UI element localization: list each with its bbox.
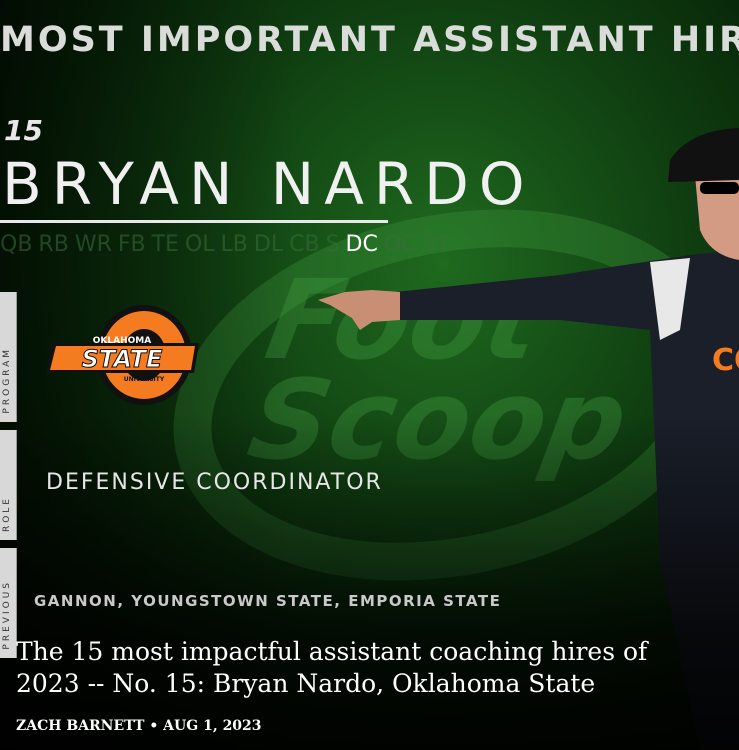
byline-separator: • bbox=[149, 718, 159, 734]
role-value: DEFENSIVE COORDINATOR bbox=[46, 470, 383, 495]
position-st: ST bbox=[422, 232, 450, 257]
position-oc: OC bbox=[383, 232, 417, 257]
tab-previous: PREVIOUS bbox=[0, 548, 17, 658]
position-lb: LB bbox=[220, 232, 248, 257]
position-s: S bbox=[325, 232, 340, 257]
tab-label: PROGRAM bbox=[2, 347, 12, 414]
article-headline[interactable]: The 15 most impactful assistant coaching… bbox=[16, 637, 648, 698]
divider bbox=[0, 220, 388, 223]
logo-text: OKLAHOMA bbox=[93, 336, 151, 346]
tab-role: ROLE bbox=[0, 430, 17, 540]
position-list: QB RB WR FB TE OL LB DL CB S DC OC ST bbox=[0, 232, 456, 257]
position-rb: RB bbox=[38, 232, 69, 257]
oklahoma-state-logo: OKLAHOMA STATE UNIVERSITY bbox=[46, 305, 199, 405]
tab-label: PREVIOUS bbox=[2, 580, 12, 650]
position-qb: QB bbox=[0, 232, 33, 257]
author-link[interactable]: ZACH BARNETT bbox=[16, 718, 145, 734]
logo-text: STATE bbox=[82, 345, 163, 373]
tab-label: ROLE bbox=[2, 495, 12, 532]
position-cb: CB bbox=[289, 232, 320, 257]
tab-program: PROGRAM bbox=[0, 292, 17, 422]
position-ol: OL bbox=[184, 232, 215, 257]
rank-number: 15 bbox=[4, 114, 43, 147]
position-dl: DL bbox=[253, 232, 284, 257]
position-wr: WR bbox=[74, 232, 112, 257]
banner-title: MOST IMPORTANT ASSISTANT HIRES bbox=[0, 20, 739, 60]
logo-text: UNIVERSITY bbox=[124, 376, 165, 383]
position-te: TE bbox=[151, 232, 179, 257]
position-fb: FB bbox=[117, 232, 146, 257]
coach-name: BRYAN NARDO bbox=[2, 150, 535, 218]
previous-schools: GANNON, YOUNGSTOWN STATE, EMPORIA STATE bbox=[34, 592, 502, 610]
byline: ZACH BARNETT • AUG 1, 2023 bbox=[16, 718, 262, 734]
position-dc: DC bbox=[345, 232, 378, 257]
publish-date: AUG 1, 2023 bbox=[163, 718, 262, 734]
